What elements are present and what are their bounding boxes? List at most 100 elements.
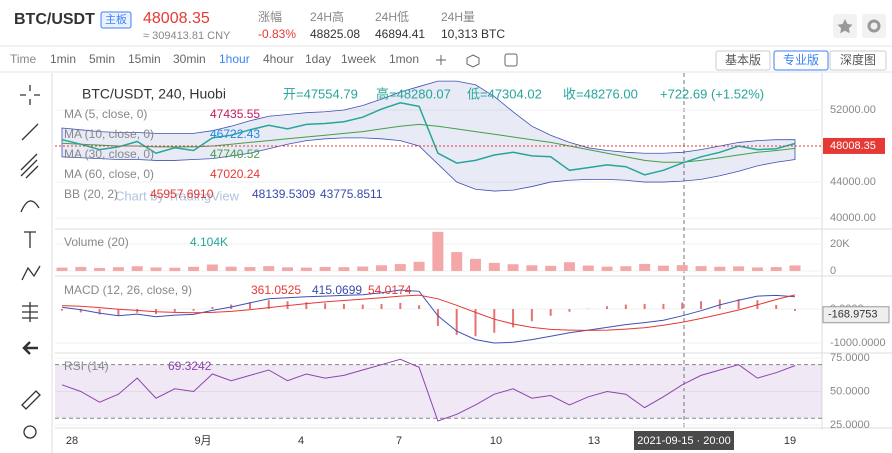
- macd-hist: [493, 309, 496, 333]
- macd-hist: [624, 304, 627, 310]
- volume-bar: [676, 265, 688, 271]
- x-tick-label: 7: [396, 435, 402, 447]
- badge-box: [100, 11, 132, 29]
- last-price-box: [823, 137, 885, 154]
- macd-hist: [662, 303, 665, 310]
- interval-button[interactable]: 1hour: [219, 52, 250, 66]
- macd-value: 415.0699: [312, 283, 362, 297]
- settings-button[interactable]: [466, 54, 480, 68]
- macd-hist: [305, 302, 308, 310]
- time-label: Time: [10, 52, 37, 66]
- view-button: 深度图: [840, 52, 876, 67]
- volume-bar: [657, 265, 669, 271]
- indicator-value: 43775.8511: [320, 187, 383, 201]
- stat-value: -0.83%: [258, 27, 296, 41]
- back-tool[interactable]: [22, 341, 38, 355]
- interval-button[interactable]: 30min: [173, 52, 206, 66]
- volume-bar: [244, 267, 256, 271]
- channel-tool[interactable]: [20, 153, 39, 179]
- rsi-label: RSI (14): [64, 359, 109, 373]
- volume-bar: [488, 262, 500, 271]
- ohlc-value: 低=47304.02: [467, 86, 542, 101]
- interval-button[interactable]: 5min: [89, 52, 115, 66]
- brush-tool[interactable]: [20, 200, 40, 213]
- ruler-tool[interactable]: [21, 390, 41, 410]
- interval-button[interactable]: 15min: [128, 52, 161, 66]
- line-tool[interactable]: [21, 123, 39, 141]
- stat-value: 46894.41: [375, 27, 425, 41]
- interval-button[interactable]: 1day: [305, 52, 331, 66]
- macd-value: 54.0174: [368, 283, 412, 297]
- volume-bar: [206, 264, 218, 271]
- y-tick-label: 75.0000: [830, 352, 870, 364]
- volume-bar: [451, 252, 463, 271]
- interval-button[interactable]: 1mon: [389, 52, 419, 66]
- volume-bar: [432, 231, 444, 271]
- zoom-tool[interactable]: [23, 425, 37, 439]
- symbol: BTC/USDT: [14, 11, 95, 28]
- stat-label: 24H低: [375, 10, 409, 24]
- stat-label: 24H量: [441, 10, 475, 24]
- macd-hist: [211, 306, 214, 310]
- ohlc-value: +722.69 (+1.52%): [660, 86, 764, 101]
- fib-tool[interactable]: [22, 302, 38, 322]
- text-tool[interactable]: [24, 231, 36, 248]
- rsi-line: [61, 358, 796, 422]
- macd-hist: [549, 309, 552, 316]
- pattern-tool[interactable]: [21, 265, 41, 281]
- macd-hist: [436, 309, 439, 326]
- x-tick-label: 28: [66, 435, 78, 447]
- macd-label: MACD (12, 26, close, 9): [64, 283, 192, 297]
- indicator-button[interactable]: [436, 55, 446, 65]
- macd-hist: [794, 309, 796, 311]
- macd-hist: [474, 309, 477, 337]
- macd-hist: [512, 309, 515, 328]
- macd-hist: [79, 309, 82, 313]
- interval-button[interactable]: 1week: [341, 52, 377, 66]
- volume-bar: [714, 266, 726, 271]
- macd-hist: [342, 303, 345, 310]
- crosshair-tool[interactable]: [20, 85, 40, 105]
- volume-bar: [563, 262, 575, 271]
- last-price-label: 48008.35: [830, 140, 876, 152]
- macd-hist: [643, 303, 646, 310]
- macd-hist: [568, 309, 571, 312]
- ohlc-value: 开=47554.79: [283, 86, 358, 101]
- view-button-box[interactable]: [715, 50, 771, 71]
- volume-bar: [526, 265, 538, 271]
- macd-hist: [192, 309, 195, 311]
- x-tick-label: 4: [298, 435, 304, 447]
- settings-button[interactable]: [862, 14, 886, 38]
- macd-hist: [361, 304, 364, 310]
- x-tick-label: 19: [784, 435, 796, 447]
- volume-bar: [545, 265, 557, 271]
- volume-bar: [582, 265, 594, 271]
- volume-bar: [789, 265, 801, 271]
- y-tick-label: 20K: [830, 238, 850, 250]
- volume-bar: [319, 266, 331, 271]
- volume-bar: [131, 266, 143, 271]
- badge: 主板: [105, 12, 127, 26]
- watermark: Chart by TradingView: [115, 188, 240, 203]
- toolbar-icons: [436, 53, 518, 68]
- volume-bar: [357, 266, 369, 271]
- volume-value: 4.104K: [190, 235, 228, 249]
- volume-bar: [507, 264, 519, 271]
- view-button-box[interactable]: [829, 50, 887, 71]
- stat-value: 48825.08: [310, 27, 360, 41]
- view-button-box[interactable]: [773, 50, 829, 71]
- macd-last-box: [822, 306, 890, 324]
- fullscreen-button[interactable]: [504, 53, 518, 67]
- interval-button[interactable]: 4hour: [263, 52, 294, 66]
- volume-bar: [733, 266, 745, 271]
- x-tick-label: 13: [588, 435, 600, 447]
- macd-hist: [681, 302, 684, 310]
- interval-button[interactable]: 1min: [50, 52, 76, 66]
- stat-label: 24H高: [310, 9, 344, 24]
- rsi-band: [55, 364, 822, 419]
- macd-value: 361.0525: [251, 283, 301, 297]
- indicator-name: MA (30, close, 0): [64, 147, 154, 161]
- volume-bar: [225, 266, 237, 271]
